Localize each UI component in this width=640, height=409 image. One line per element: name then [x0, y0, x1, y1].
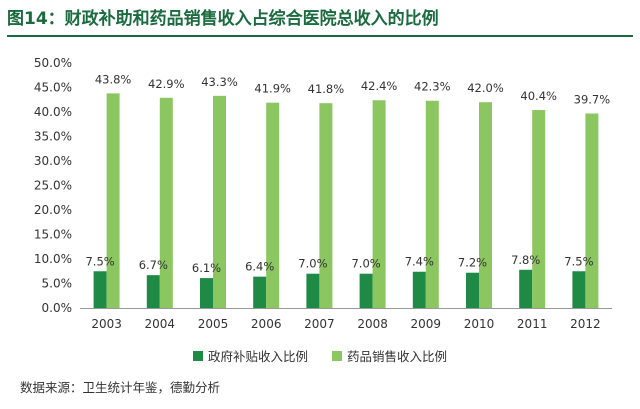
data-label-series1: 7.5%: [85, 254, 114, 268]
bar-series1: [519, 269, 533, 308]
bar-series2: [159, 97, 173, 308]
data-label-series2: 41.9%: [254, 82, 291, 96]
data-label-series1: 7.2%: [458, 256, 487, 270]
y-tick-label: 25.0%: [34, 179, 72, 193]
bar-series2: [585, 113, 599, 308]
data-label-series1: 7.5%: [564, 254, 593, 268]
bar-series1: [146, 275, 160, 308]
data-label-series2: 42.9%: [148, 77, 185, 91]
bar-series2: [266, 102, 280, 308]
bar-series1: [466, 272, 479, 308]
data-label-series2: 41.8%: [308, 82, 345, 96]
y-tick-label: 45.0%: [34, 81, 72, 95]
y-tick-label: 5.0%: [42, 277, 73, 291]
x-tick-label: 2011: [517, 317, 548, 331]
data-label-series1: 7.8%: [511, 253, 540, 267]
plot-area: 0.0% 5.0% 10.0% 15.0% 20.0% 25.0% 30.0% 35.0% 40…: [34, 56, 612, 331]
x-tick-label: 2005: [198, 317, 229, 331]
bar-series2: [479, 102, 492, 308]
bar-series1: [93, 271, 107, 308]
data-label-series1: 7.0%: [351, 257, 380, 271]
legend-item-series1: 政府补贴收入比例: [192, 346, 308, 365]
bar-series1: [412, 271, 426, 308]
bar-series1: [200, 278, 213, 308]
data-label-series2: 42.0%: [467, 81, 504, 95]
bar-series1: [359, 273, 373, 308]
bar-series2: [372, 100, 386, 308]
x-tick-label: 2012: [570, 317, 601, 331]
bar-series2: [425, 100, 439, 308]
bar-series2: [106, 93, 120, 308]
y-tick-label: 50.0%: [34, 56, 72, 70]
data-label-series1: 7.0%: [298, 257, 327, 271]
y-tick-label: 30.0%: [34, 154, 72, 168]
y-tick-label: 35.0%: [34, 130, 72, 144]
y-tick-label: 40.0%: [34, 105, 72, 119]
x-tick-label: 2008: [357, 317, 388, 331]
x-tick-label: 2003: [91, 317, 122, 331]
y-tick-label: 20.0%: [34, 203, 72, 217]
legend-swatch-series1: [192, 350, 203, 361]
y-tick-label: 15.0%: [34, 228, 72, 242]
bar-series1: [572, 271, 586, 308]
x-tick-label: 2006: [251, 317, 282, 331]
legend-swatch-series2: [332, 350, 342, 361]
data-label-series2: 42.4%: [361, 79, 398, 93]
y-tick-label: 10.0%: [34, 252, 72, 266]
bar-chart: 0.0% 5.0% 10.0% 15.0% 20.0% 25.0% 30.0% 35.0% 40…: [34, 56, 612, 331]
data-label-series2: 39.7%: [574, 92, 611, 106]
data-label-series2: 43.3%: [201, 75, 238, 89]
data-label-series1: 7.4%: [405, 255, 434, 269]
x-tick-label: 2007: [304, 317, 335, 331]
bar-series2: [213, 95, 226, 308]
legend-item-series2: 药品销售收入比例: [332, 346, 447, 365]
y-tick-label: 0.0%: [42, 301, 73, 315]
bar-series2: [532, 110, 546, 308]
x-tick-label: 2004: [145, 317, 176, 331]
x-tick-label: 2010: [464, 317, 495, 331]
source-note: 数据来源：卫生统计年鉴，德勤分析: [20, 380, 221, 395]
data-label-series1: 6.7%: [139, 258, 168, 272]
data-label-series2: 42.3%: [414, 80, 451, 94]
bar-series1: [253, 276, 267, 308]
bar-series1: [306, 273, 320, 308]
title-rule: [7, 35, 633, 37]
legend-label-series1: 政府补贴收入比例: [207, 349, 308, 364]
legend: 政府补贴收入比例 药品销售收入比例: [0, 346, 640, 365]
data-label-series1: 6.1%: [192, 261, 221, 275]
legend-label-series2: 药品销售收入比例: [347, 349, 448, 364]
data-label-series2: 40.4%: [520, 89, 557, 103]
chart-title: 图14：财政补助和药品销售收入占综合医院总收入的比例: [7, 9, 439, 29]
x-tick-label: 2009: [411, 317, 442, 331]
data-label-series1: 6.4%: [245, 260, 274, 274]
data-label-series2: 43.8%: [95, 72, 132, 86]
bar-series2: [319, 103, 333, 309]
